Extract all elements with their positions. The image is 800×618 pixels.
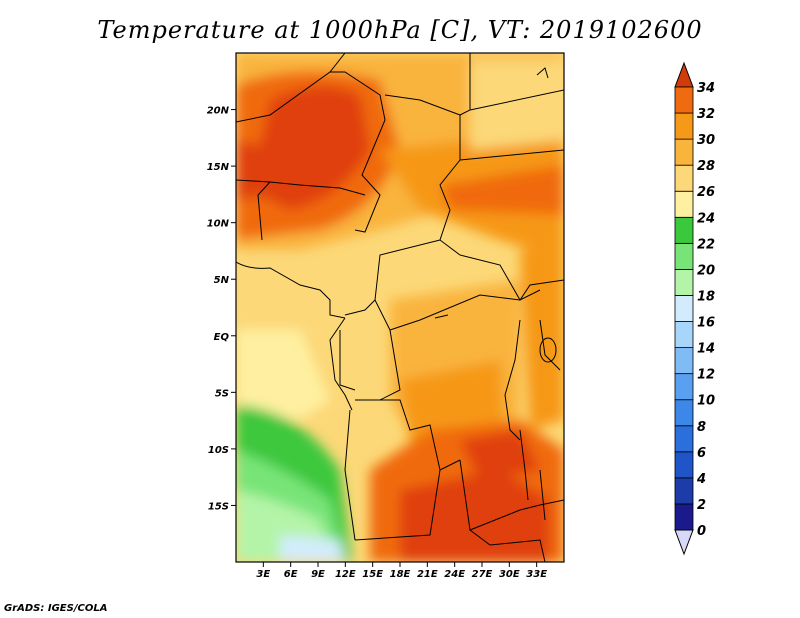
colorbar-label: 4 xyxy=(696,472,706,487)
colorbar-label: 14 xyxy=(697,342,715,357)
x-tick-label: 3E xyxy=(256,569,270,580)
temperature-field xyxy=(236,53,564,562)
y-tick-label: EQ xyxy=(214,332,230,343)
country-borders xyxy=(236,53,564,562)
axis-ticks: 3E 6E 9E 12E 15E 18E 21E 24E 27E 30E 33E 20N 15N 10N 5… xyxy=(207,106,548,580)
colorbar-label: 8 xyxy=(697,420,706,435)
colorbar-swatch xyxy=(674,321,694,348)
colorbar-swatch xyxy=(674,86,694,114)
colorbar-label: 16 xyxy=(697,316,715,331)
lake-outlines xyxy=(434,314,557,521)
colorbar-label: 0 xyxy=(697,524,706,539)
x-tick-label: 18E xyxy=(390,569,411,580)
x-tick-label: 30E xyxy=(499,569,520,580)
colorbar-swatch xyxy=(674,477,694,505)
y-tick-label: 10S xyxy=(208,445,229,456)
colorbar-label: 28 xyxy=(697,159,715,174)
y-tick-label: 15N xyxy=(207,162,230,173)
colorbar-swatch xyxy=(674,399,694,427)
x-tick-label: 27E xyxy=(472,569,493,580)
colorbar-label: 34 xyxy=(697,81,715,96)
colorbar-swatch xyxy=(674,164,694,192)
x-tick-label: 33E xyxy=(526,569,547,580)
y-tick-label: 5N xyxy=(214,275,230,286)
colorbar-swatch xyxy=(674,347,694,375)
colorbar-swatch xyxy=(674,216,694,244)
colorbar-swatch xyxy=(674,242,694,270)
colorbar-label: 20 xyxy=(697,263,715,278)
x-tick-label: 21E xyxy=(417,569,438,580)
colorbar-label: 2 xyxy=(697,498,706,513)
y-tick-label: 5S xyxy=(215,388,229,399)
colorbar-label: 22 xyxy=(697,237,715,252)
x-tick-label: 15E xyxy=(362,569,383,580)
colorbar-label: 6 xyxy=(697,446,706,461)
colorbar-label: 10 xyxy=(697,394,715,409)
colorbar-label: 12 xyxy=(697,368,715,383)
x-tick-label: 24E xyxy=(444,569,465,580)
colorbar-label: 26 xyxy=(697,185,715,200)
y-tick-label: 20N xyxy=(207,106,230,117)
colorbar-label: 30 xyxy=(697,133,715,148)
x-tick-label: 12E xyxy=(335,569,356,580)
colorbar-label: 24 xyxy=(697,211,715,226)
x-tick-label: 9E xyxy=(311,569,325,580)
colorbar-label: 32 xyxy=(697,107,715,122)
colorbar-swatch xyxy=(674,295,694,322)
colorbar-swatch xyxy=(674,451,694,479)
colorbar-swatch xyxy=(674,112,694,140)
x-tick-label: 6E xyxy=(284,569,298,580)
colorbar-label: 18 xyxy=(697,289,715,304)
map-title: Temperature at 1000hPa [C], VT: 20191026… xyxy=(97,16,703,44)
y-tick-label: 10N xyxy=(207,219,230,230)
colorbar-over-arrow xyxy=(674,61,694,88)
colorbar-swatch xyxy=(674,373,694,401)
colorbar-swatch xyxy=(674,269,694,296)
colorbar-swatch xyxy=(674,503,694,531)
colorbar-swatch xyxy=(674,138,694,166)
colorbar-swatch xyxy=(674,190,694,218)
colorbar-swatch xyxy=(674,425,694,453)
y-tick-label: 15S xyxy=(208,501,229,512)
credit-label: GrADS: IGES/COLA xyxy=(4,603,108,614)
colorbar-under-arrow xyxy=(674,529,694,556)
